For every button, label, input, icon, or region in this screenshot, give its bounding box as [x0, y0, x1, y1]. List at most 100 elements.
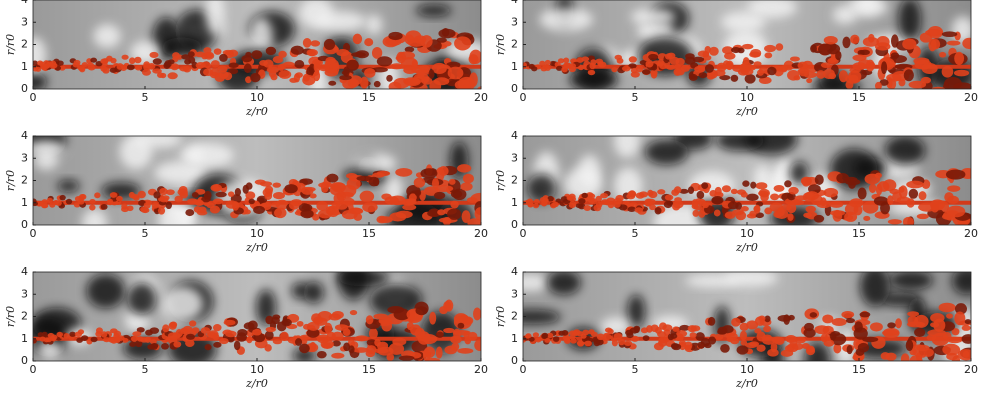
jet-eddy [946, 313, 953, 319]
jet-eddy [816, 70, 826, 79]
jet-eddy [874, 42, 891, 51]
x-tick-label: 10 [740, 363, 754, 376]
jet-eddy [854, 321, 863, 332]
jet-eddy [431, 177, 440, 189]
field-blob [249, 16, 273, 59]
jet-eddy [947, 185, 961, 192]
panel: 0 5 10 15 20 0 1 2 3 4 z/r0 r/r0 [494, 129, 978, 254]
field-blob [337, 272, 389, 287]
jet-eddy [584, 340, 592, 347]
jet-eddy [716, 62, 727, 72]
jet-eddy [903, 69, 914, 82]
jet-eddy [56, 331, 64, 338]
jet-eddy [81, 62, 88, 68]
jet-eddy [615, 194, 624, 202]
jet-eddy [360, 76, 369, 89]
jet-eddy [732, 209, 744, 216]
jet-eddy [757, 69, 764, 76]
jet-eddy [376, 56, 393, 67]
jet-eddy [403, 77, 421, 86]
jet-eddy [803, 328, 816, 338]
panel: 0 5 10 15 20 0 1 2 3 4 z/r0 r/r0 [494, 265, 978, 390]
jet-eddy [838, 70, 848, 83]
jet-eddy [535, 337, 542, 343]
jet-eddy [174, 195, 183, 203]
jet-eddy [532, 203, 540, 209]
jet-eddy [945, 169, 966, 180]
jet-eddy [300, 209, 314, 219]
jet-eddy [227, 191, 235, 197]
jet-eddy [942, 343, 961, 356]
jet-eddy [310, 40, 321, 47]
jet-eddy [882, 327, 900, 339]
jet-eddy [186, 333, 195, 340]
jet-eddy [749, 51, 761, 58]
jet-eddy [933, 318, 946, 332]
jet-eddy [431, 62, 447, 74]
jet-eddy [307, 321, 320, 331]
jet-eddy [217, 65, 228, 73]
jet-eddy [905, 339, 914, 352]
jet-eddy [376, 215, 388, 224]
jet-eddy [232, 201, 240, 211]
field-blob [523, 273, 549, 292]
jet-eddy [714, 333, 724, 341]
jet-eddy [331, 352, 345, 359]
jet-eddy [804, 191, 820, 201]
jet-eddy [542, 197, 549, 203]
jet-eddy [874, 81, 882, 89]
jet-eddy [679, 324, 690, 331]
jet-eddy [797, 68, 810, 74]
y-tick-label: 2 [21, 38, 28, 51]
y-tick-label: 0 [21, 354, 28, 367]
y-tick-label: 0 [511, 82, 518, 95]
jet-eddy [758, 315, 766, 322]
jet-eddy [349, 207, 364, 215]
jet-eddy [461, 210, 471, 223]
jet-eddy [954, 311, 966, 326]
jet-eddy [442, 216, 452, 225]
jet-eddy [203, 68, 214, 77]
jet-eddy [469, 72, 478, 87]
jet-eddy [828, 72, 837, 80]
jet-eddy [771, 336, 783, 344]
jet-eddy [576, 340, 585, 346]
jet-eddy [561, 66, 568, 73]
jet-eddy [345, 173, 358, 179]
panel: 0 5 10 15 20 0 1 2 3 4 z/r0 r/r0 [4, 0, 488, 118]
jet-eddy [818, 43, 833, 56]
y-tick-label: 1 [21, 196, 28, 209]
jet-eddy [244, 197, 251, 205]
jet-eddy [569, 334, 576, 340]
jet-eddy [741, 43, 754, 50]
jet-eddy [281, 318, 292, 327]
x-tick-label: 0 [520, 91, 527, 104]
jet-eddy [436, 37, 447, 43]
jet-eddy [785, 335, 797, 343]
jet-eddy [692, 56, 705, 63]
jet-eddy [623, 340, 633, 346]
jet-eddy [775, 43, 784, 51]
jet-eddy [349, 310, 358, 316]
jet-eddy [725, 62, 734, 71]
jet-eddy [414, 189, 422, 197]
jet-eddy [429, 311, 437, 325]
jet-eddy [626, 332, 634, 339]
jet-eddy [711, 196, 724, 205]
field-blob [527, 173, 557, 203]
jet-eddy [245, 76, 252, 84]
jet-eddy [755, 212, 764, 219]
jet-eddy [539, 60, 546, 66]
y-tick-label: 3 [511, 15, 518, 28]
jet-eddy [295, 72, 303, 78]
jet-eddy [90, 336, 98, 343]
panel: 0 5 10 15 20 0 1 2 3 4 z/r0 r/r0 [4, 129, 488, 254]
jet-eddy [764, 207, 773, 215]
jet-eddy [49, 202, 56, 208]
jet-eddy [250, 73, 261, 83]
jet-eddy [730, 46, 741, 54]
jet-eddy [570, 338, 577, 344]
jet-eddy [654, 207, 662, 215]
y-tick-label: 4 [511, 0, 518, 6]
jet-eddy [595, 195, 602, 202]
